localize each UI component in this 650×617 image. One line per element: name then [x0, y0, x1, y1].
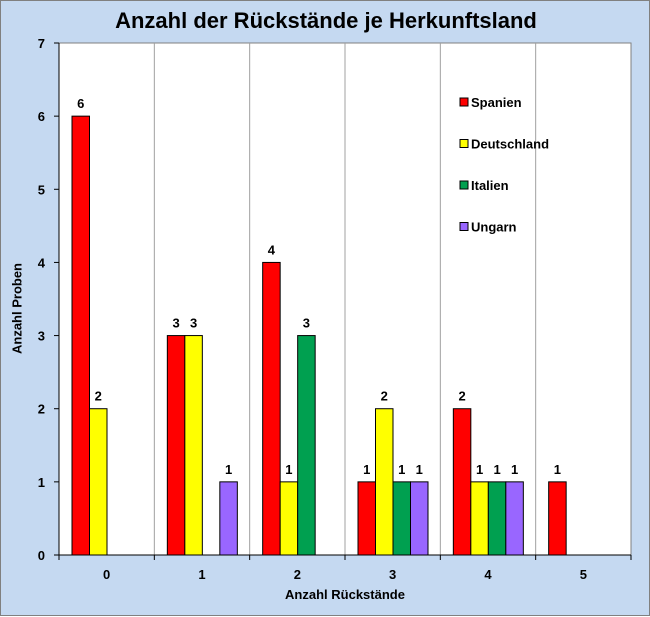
bar-ungarn — [410, 481, 429, 556]
data-label: 6 — [77, 96, 84, 111]
y-tick-label: 5 — [38, 182, 45, 197]
x-tick-label: 5 — [580, 567, 587, 582]
bar-italien — [392, 481, 411, 556]
x-tick-label: 4 — [484, 567, 492, 582]
legend-swatch — [459, 180, 469, 190]
legend-swatch — [459, 97, 469, 107]
bar-italien — [487, 481, 507, 556]
data-label: 1 — [554, 462, 561, 477]
data-label: 1 — [493, 462, 500, 477]
bar-ungarn — [219, 481, 238, 556]
y-tick-label: 2 — [38, 402, 45, 417]
y-tick-label: 7 — [38, 36, 45, 51]
data-label: 1 — [511, 462, 518, 477]
bar-spanien — [262, 261, 281, 556]
data-label: 1 — [225, 462, 232, 477]
bar-spanien — [71, 115, 90, 556]
bar-deutschland — [470, 481, 489, 556]
bar-spanien — [548, 481, 567, 556]
y-tick-label: 6 — [38, 109, 45, 124]
data-label: 1 — [285, 462, 292, 477]
legend-label: Spanien — [471, 95, 522, 110]
x-tick-label: 2 — [294, 567, 301, 582]
bar-spanien — [452, 408, 472, 556]
data-label: 1 — [398, 462, 405, 477]
data-label: 2 — [95, 389, 102, 404]
x-tick-label: 0 — [103, 567, 110, 582]
bar-ungarn — [505, 481, 524, 556]
data-label: 3 — [172, 316, 179, 331]
bar-spanien — [166, 335, 186, 556]
bar-deutschland — [184, 335, 203, 556]
data-label: 4 — [268, 242, 276, 257]
data-label: 1 — [363, 462, 370, 477]
x-tick-label: 3 — [389, 567, 396, 582]
data-label: 1 — [416, 462, 423, 477]
x-tick-label: 1 — [198, 567, 205, 582]
bar-spanien — [357, 481, 376, 556]
bar-italien — [297, 335, 316, 556]
bar-deutschland — [375, 408, 394, 556]
legend-swatch — [459, 222, 469, 231]
bar-deutschland — [89, 408, 108, 556]
y-tick-label: 0 — [38, 548, 45, 563]
data-label: 2 — [381, 389, 388, 404]
bar-deutschland — [279, 481, 299, 556]
data-label: 2 — [458, 389, 465, 404]
y-tick-label: 3 — [38, 329, 45, 344]
data-label: 3 — [303, 316, 310, 331]
y-tick-label: 1 — [38, 475, 45, 490]
chart-title: Anzahl der Rückstände je Herkunftsland — [115, 8, 537, 33]
y-axis-label: Anzahl Proben — [9, 263, 25, 355]
data-label: 1 — [476, 462, 483, 477]
legend-label: Deutschland — [471, 137, 549, 152]
legend-swatch — [459, 139, 469, 148]
x-axis-label: Anzahl Rückstände — [285, 587, 405, 602]
data-label: 3 — [190, 316, 197, 331]
y-tick-label: 4 — [38, 255, 46, 270]
legend-label: Italien — [471, 178, 509, 193]
legend-label: Ungarn — [471, 220, 517, 235]
